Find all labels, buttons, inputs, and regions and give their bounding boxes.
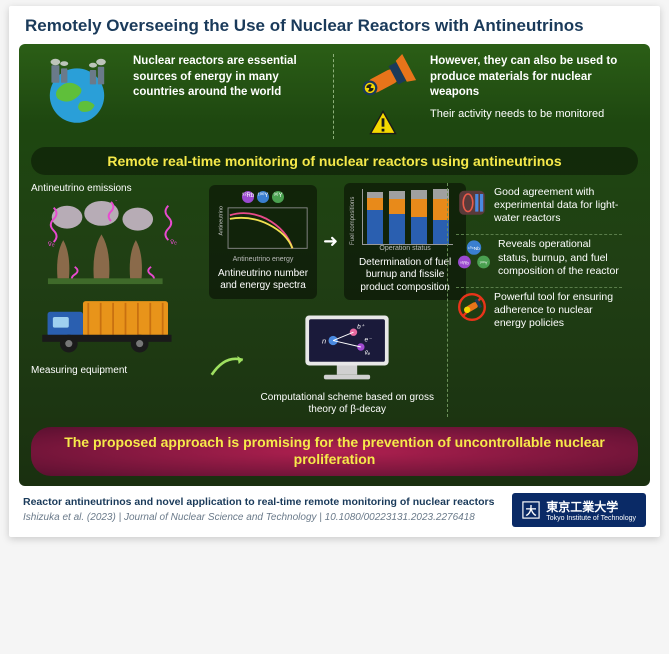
footer: Reactor antineutrinos and novel applicat… bbox=[9, 486, 660, 537]
top-right: However, they can also be used to produc… bbox=[333, 54, 638, 139]
svg-text:⁹²Rb: ⁹²Rb bbox=[460, 261, 470, 266]
measuring-label: Measuring equipment bbox=[31, 365, 201, 378]
emissions-label: Antineutrino emissions bbox=[31, 183, 201, 196]
isotope-dot: ¹⁰⁰Y bbox=[257, 191, 269, 203]
truck-icon bbox=[31, 294, 201, 361]
col-right: Good agreement with experimental data fo… bbox=[447, 183, 622, 417]
headline-band: Remote real-time monitoring of nuclear r… bbox=[31, 147, 638, 175]
top-right-texts: However, they can also be used to produc… bbox=[430, 54, 638, 121]
comp-caption: Computational scheme based on gross theo… bbox=[256, 392, 440, 417]
arrow-right-icon: ➜ bbox=[323, 230, 338, 253]
curved-arrow-icon bbox=[209, 345, 250, 383]
university-jp: 東京工業大学 bbox=[546, 500, 618, 514]
col-mid: ⁹²Rb ¹⁰⁰Y ⁹⁶Y Antineutrino spectra Antin… bbox=[209, 183, 439, 417]
warning-icon bbox=[369, 110, 397, 135]
benefit-row: Good agreement with experimental data fo… bbox=[456, 183, 622, 228]
benefit-text: Reveals operational status, burnup, and … bbox=[498, 238, 622, 277]
reactor-emissions-icon: v̄ₑ v̄ₑ v̄ₑ bbox=[31, 200, 201, 291]
svg-text:e⁻: e⁻ bbox=[365, 337, 373, 344]
svg-text:¹⁰⁰Y: ¹⁰⁰Y bbox=[480, 261, 488, 266]
conclusion-band: The proposed approach is promising for t… bbox=[31, 427, 638, 476]
col-left: Antineutrino emissions bbox=[31, 183, 201, 417]
top-left-text: Nuclear reactors are essential sources o… bbox=[133, 54, 323, 101]
university-logo-icon: 大 bbox=[522, 501, 540, 519]
isotope-dot: ⁹²Rb bbox=[242, 191, 254, 203]
svg-text:v̄ₑ: v̄ₑ bbox=[365, 350, 371, 357]
benefit-row: ¹⁰⁴Nb ⁹²Rb ¹⁰⁰Y Reveals operational stat… bbox=[456, 234, 622, 280]
fuel-barchart bbox=[362, 189, 453, 245]
top-row: Nuclear reactors are essential sources o… bbox=[31, 54, 638, 139]
svg-text:大: 大 bbox=[526, 504, 537, 517]
svg-text:n: n bbox=[322, 337, 326, 346]
benefit-text: Good agreement with experimental data fo… bbox=[494, 186, 622, 225]
svg-text:v̄ₑ: v̄ₑ bbox=[111, 200, 118, 202]
spectra-chart-icon: Antineutrino spectra bbox=[215, 206, 311, 252]
fuel-xlabel: Operation status bbox=[350, 245, 460, 254]
benefit-text: Powerful tool for ensuring adherence to … bbox=[494, 291, 622, 330]
svg-text:v̄ₑ: v̄ₑ bbox=[170, 236, 177, 245]
isotopes-icon: ¹⁰⁴Nb ⁹²Rb ¹⁰⁰Y bbox=[456, 238, 492, 274]
hero-panel: Nuclear reactors are essential sources o… bbox=[19, 44, 650, 486]
citation-heading: Reactor antineutrinos and novel applicat… bbox=[23, 496, 494, 509]
fuel-caption: Determination of fuel burnup and fissile… bbox=[350, 257, 460, 295]
globe-icon bbox=[31, 54, 123, 139]
computer-icon: n b⁺ e⁻ v̄ₑ Computational scheme based o… bbox=[256, 310, 440, 417]
benefit-row: Powerful tool for ensuring adherence to … bbox=[456, 287, 622, 333]
top-left: Nuclear reactors are essential sources o… bbox=[31, 54, 323, 139]
university-badge: 大 東京工業大学 Tokyo Institute of Technology bbox=[512, 493, 646, 527]
svg-text:v̄ₑ: v̄ₑ bbox=[48, 238, 55, 247]
no-bomb-icon bbox=[456, 291, 488, 327]
spectra-panel: ⁹²Rb ¹⁰⁰Y ⁹⁶Y Antineutrino spectra Antin… bbox=[209, 185, 317, 299]
svg-text:Antineutrino spectra: Antineutrino spectra bbox=[219, 206, 225, 235]
page-title: Remotely Overseeing the Use of Nuclear R… bbox=[9, 6, 660, 44]
spectra-xlabel: Antineutrino energy bbox=[215, 256, 311, 265]
university-en: Tokyo Institute of Technology bbox=[546, 515, 636, 522]
infographic-card: Remotely Overseeing the Use of Nuclear R… bbox=[9, 6, 660, 537]
citation: Reactor antineutrinos and novel applicat… bbox=[23, 496, 494, 524]
top-right-sub: Their activity needs to be monitored bbox=[430, 107, 638, 121]
fuel-ylabel: Fuel compositions bbox=[350, 189, 358, 245]
bomb-warning-icon bbox=[346, 54, 420, 135]
svg-text:b⁺: b⁺ bbox=[357, 324, 365, 331]
svg-text:¹⁰⁴Nb: ¹⁰⁴Nb bbox=[468, 246, 480, 252]
top-right-text: However, they can also be used to produc… bbox=[430, 54, 638, 101]
citation-body: Ishizuka et al. (2023) | Journal of Nucl… bbox=[23, 511, 494, 524]
mid-grid: Antineutrino emissions bbox=[31, 183, 638, 417]
reactor-data-icon bbox=[456, 186, 488, 222]
spectra-caption: Antineutrino number and energy spectra bbox=[215, 268, 311, 293]
isotope-dot: ⁹⁶Y bbox=[272, 191, 284, 203]
